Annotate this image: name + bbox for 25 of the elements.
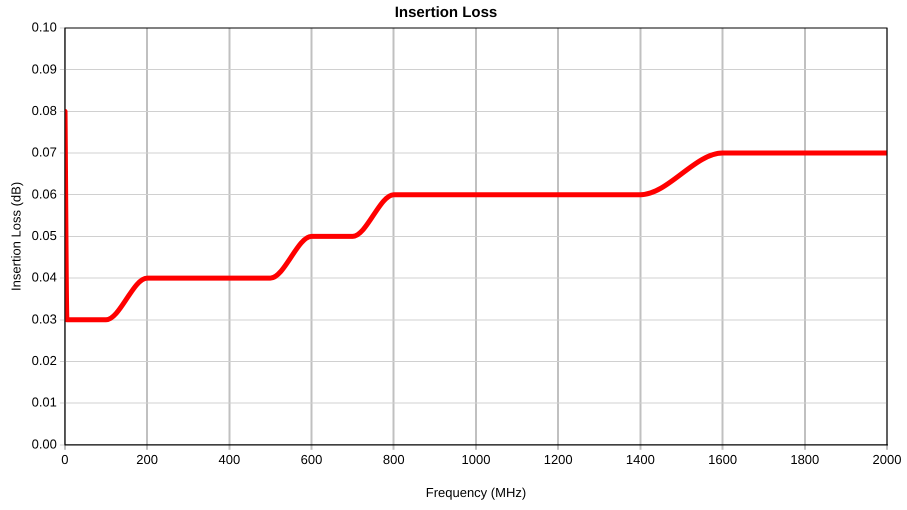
- y-tick-label: 0.09: [32, 61, 57, 76]
- x-tick-label: 200: [136, 452, 158, 468]
- x-tick-label: 1000: [461, 452, 490, 468]
- y-tick-label: 0.04: [32, 270, 57, 285]
- x-tick-label: 1400: [626, 452, 655, 468]
- chart-title: Insertion Loss: [394, 4, 498, 22]
- y-tick-label: 0.10: [32, 20, 57, 35]
- x-tick-label: 1600: [708, 452, 738, 468]
- x-tick-label: 600: [300, 452, 322, 468]
- y-tick-label: 0.05: [32, 228, 57, 243]
- y-tick-label: 0.06: [32, 186, 57, 202]
- y-tick-label: 0.01: [32, 394, 57, 410]
- y-tick-label: 0.00: [32, 436, 57, 452]
- x-tick-label: 800: [382, 452, 405, 468]
- y-tick-label: 0.08: [32, 102, 57, 118]
- x-tick-label: 2000: [872, 452, 902, 468]
- x-tick-label: 0: [61, 452, 69, 468]
- x-tick-label: 1200: [544, 452, 573, 468]
- y-tick-label: 0.07: [32, 144, 57, 160]
- y-tick-label: 0.03: [32, 311, 57, 326]
- x-axis-title: Frequency (MHz): [426, 484, 526, 500]
- x-tick-label: 1800: [790, 452, 820, 468]
- y-tick-label: 0.02: [32, 353, 57, 368]
- y-axis-title: Insertion Loss (dB): [8, 182, 24, 291]
- x-tick-label: 400: [218, 452, 240, 468]
